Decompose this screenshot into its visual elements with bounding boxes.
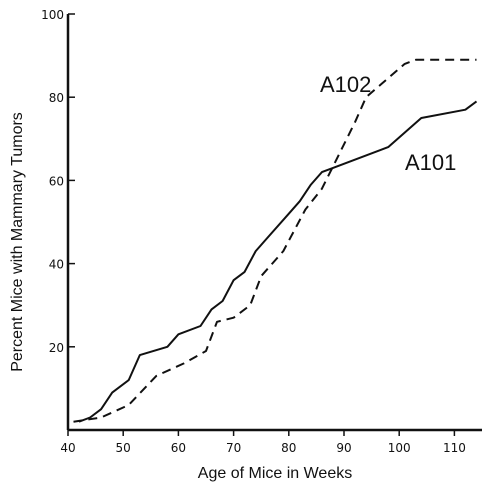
series-label-a102: A102 bbox=[320, 72, 371, 97]
y-axis-label: Percent Mice with Mammary Tumors bbox=[9, 112, 26, 372]
x-tick-label: 90 bbox=[336, 441, 351, 455]
series-group bbox=[73, 58, 478, 423]
y-tick-label: 20 bbox=[49, 341, 64, 355]
x-tick-label: 80 bbox=[281, 441, 296, 455]
x-tick-label: 60 bbox=[171, 441, 186, 455]
axes bbox=[66, 14, 482, 432]
x-tick-label: 70 bbox=[226, 441, 241, 455]
y-tick-label: 80 bbox=[49, 91, 64, 105]
tick-group: 40 50 60 70 80 90 100 110 20 40 60 80 100 bbox=[41, 8, 466, 455]
x-axis-label: Age of Mice in Weeks bbox=[198, 465, 352, 482]
x-tick-label: 40 bbox=[60, 441, 75, 455]
series-label-a101: A101 bbox=[405, 150, 456, 175]
x-tick-label: 100 bbox=[388, 441, 411, 455]
series-line-a102 bbox=[73, 58, 477, 423]
y-tick-label: 100 bbox=[41, 8, 64, 22]
series-line-a101 bbox=[78, 100, 478, 423]
y-tick-label: 40 bbox=[49, 258, 64, 272]
x-tick-label: 110 bbox=[443, 441, 466, 455]
y-tick-label: 60 bbox=[49, 174, 64, 188]
series-labels: A101 A102 bbox=[320, 72, 456, 175]
x-tick-label: 50 bbox=[116, 441, 131, 455]
